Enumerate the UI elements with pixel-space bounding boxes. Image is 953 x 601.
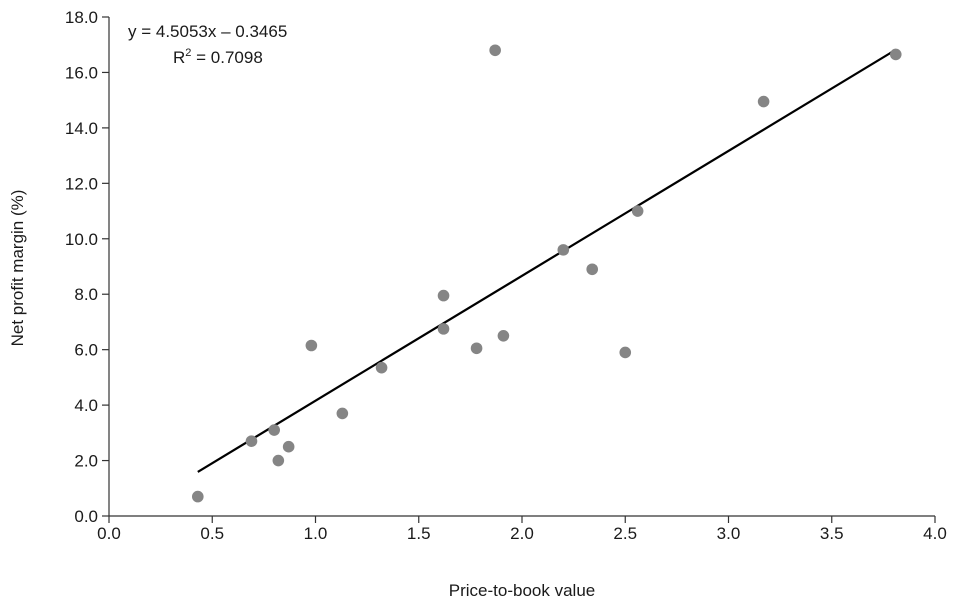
x-axis-ticks: 0.0 0.5 1.0 1.5 2.0 2.5 3.0 3.5 4.0 — [97, 516, 947, 543]
y-tick-label: 14.0 — [65, 119, 98, 138]
y-axis-title: Net profit margin (%) — [8, 190, 27, 347]
x-tick-label: 0.0 — [97, 524, 121, 543]
trendline-equation: y = 4.5053x – 0.3465 — [128, 22, 287, 41]
trendline-r-squared: R2 = 0.7098 — [173, 47, 263, 67]
data-point — [336, 407, 349, 420]
r-squared-symbol: R — [173, 48, 185, 67]
data-point — [191, 490, 204, 503]
x-tick-label: 4.0 — [923, 524, 947, 543]
data-point — [757, 95, 770, 108]
x-tick-label: 1.0 — [304, 524, 328, 543]
data-point — [375, 361, 388, 374]
y-tick-label: 18.0 — [65, 8, 98, 27]
x-axis-title: Price-to-book value — [449, 581, 595, 600]
data-points — [191, 44, 902, 503]
y-tick-label: 4.0 — [74, 396, 98, 415]
data-point — [619, 346, 632, 359]
data-point — [489, 44, 501, 57]
x-tick-label: 2.0 — [510, 524, 534, 543]
x-tick-label: 3.5 — [820, 524, 844, 543]
x-tick-label: 2.5 — [613, 524, 637, 543]
data-point — [557, 244, 570, 256]
r-squared-value: = 0.7098 — [191, 48, 262, 67]
data-point — [437, 289, 450, 302]
y-tick-label: 16.0 — [65, 63, 98, 82]
r-squared-superscript: 2 — [185, 47, 191, 59]
data-point — [272, 454, 285, 467]
data-point — [282, 440, 295, 453]
trendline — [197, 48, 897, 473]
y-tick-label: 0.0 — [74, 507, 98, 526]
data-point — [586, 263, 599, 276]
x-tick-label: 3.0 — [717, 524, 741, 543]
data-point — [497, 330, 510, 342]
x-tick-label: 0.5 — [200, 524, 224, 543]
data-point — [470, 342, 483, 355]
y-axis-ticks: 0.0 2.0 4.0 6.0 8.0 10.0 12.0 14.0 16.0 18.0 — [65, 8, 109, 526]
x-tick-label: 1.5 — [407, 524, 431, 543]
y-tick-label: 12.0 — [65, 174, 98, 193]
data-point — [889, 48, 902, 61]
data-point — [305, 339, 318, 352]
y-tick-label: 6.0 — [74, 341, 98, 360]
data-point — [631, 205, 644, 217]
y-tick-label: 2.0 — [74, 452, 98, 471]
data-point — [245, 435, 258, 447]
y-tick-label: 8.0 — [74, 285, 98, 304]
data-point — [437, 323, 450, 335]
data-point — [268, 424, 281, 436]
y-tick-label: 10.0 — [65, 230, 98, 249]
